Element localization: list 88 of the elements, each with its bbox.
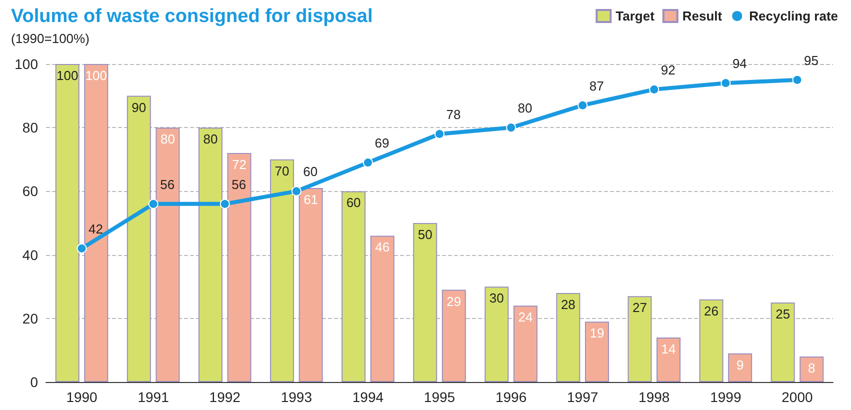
x-tick-label: 1990 xyxy=(66,389,98,405)
data-label: 8 xyxy=(808,360,816,376)
data-label: 80 xyxy=(203,132,218,147)
data-label: 56 xyxy=(160,176,175,192)
bar xyxy=(342,191,366,382)
bar xyxy=(656,337,681,382)
bar xyxy=(584,322,609,382)
data-label: 30 xyxy=(489,290,504,306)
y-tick-label: 60 xyxy=(22,183,38,200)
point xyxy=(792,74,802,85)
bar xyxy=(442,290,466,382)
bar xyxy=(298,188,323,382)
data-label: 80 xyxy=(160,132,175,147)
data-label: 29 xyxy=(446,294,462,309)
data-label: 9 xyxy=(736,357,744,372)
point xyxy=(76,243,87,254)
data-label: 69 xyxy=(374,136,390,151)
bar xyxy=(84,64,108,382)
y-tick-label: 20 xyxy=(22,310,38,326)
data-label: 19 xyxy=(590,326,604,341)
x-tick-label: 1995 xyxy=(424,389,456,405)
data-label: 14 xyxy=(661,341,676,356)
data-label: 56 xyxy=(232,176,246,192)
legend-label: Target xyxy=(616,8,656,24)
data-label: 80 xyxy=(518,100,532,116)
x-tick-label: 1991 xyxy=(138,389,170,405)
x-tick-label: 1996 xyxy=(495,389,527,405)
data-label: 42 xyxy=(88,221,104,236)
data-label: 60 xyxy=(346,195,361,210)
data-label: 78 xyxy=(446,106,461,122)
point xyxy=(362,158,373,168)
y-tick-label: 100 xyxy=(14,56,38,72)
data-label: 26 xyxy=(704,303,719,318)
bar xyxy=(800,356,824,382)
bar xyxy=(413,223,438,382)
data-label: 46 xyxy=(375,240,390,255)
bar xyxy=(699,299,724,382)
x-tick-label: 1999 xyxy=(710,389,742,405)
point xyxy=(506,122,516,133)
bar xyxy=(156,128,180,382)
bar xyxy=(728,353,752,382)
bar xyxy=(556,292,580,382)
y-tick-label: 80 xyxy=(22,120,38,136)
data-label: 24 xyxy=(518,310,533,325)
data-label: 100 xyxy=(56,68,78,83)
bar xyxy=(770,302,795,382)
bar xyxy=(484,286,509,382)
x-tick-label: 1992 xyxy=(209,389,241,405)
x-tick-label: 1994 xyxy=(352,389,384,405)
x-tick-label: 1998 xyxy=(638,389,670,405)
data-label: 100 xyxy=(85,68,108,83)
bar xyxy=(126,96,151,382)
data-label: 28 xyxy=(560,296,576,312)
x-tick-label: 2000 xyxy=(782,389,814,405)
data-label: 70 xyxy=(274,163,290,178)
legend-label: Recycling rate xyxy=(749,8,838,24)
point xyxy=(220,198,230,209)
bar xyxy=(198,128,222,382)
chart-subtitle: (1990=100%) xyxy=(11,31,90,46)
bar xyxy=(370,236,394,382)
bar xyxy=(270,159,294,382)
bar xyxy=(227,153,252,382)
chart-title: Volume of waste consigned for disposal xyxy=(11,6,373,27)
bar xyxy=(55,64,80,382)
point xyxy=(291,186,302,196)
data-label: 25 xyxy=(776,306,790,322)
data-label: 90 xyxy=(132,100,146,115)
point xyxy=(148,198,158,209)
point xyxy=(720,78,731,88)
data-label: 72 xyxy=(232,157,246,172)
x-tick-label: 1997 xyxy=(567,389,598,405)
bar xyxy=(628,296,652,382)
y-tick-label: 40 xyxy=(22,246,38,263)
bar xyxy=(513,306,538,382)
x-tick-label: 1993 xyxy=(280,389,312,405)
data-label: 50 xyxy=(418,227,432,242)
data-label: 94 xyxy=(732,56,747,72)
point xyxy=(434,128,444,139)
data-label: 61 xyxy=(304,192,318,208)
data-label: 87 xyxy=(589,78,604,94)
data-label: 27 xyxy=(632,300,647,316)
y-tick-label: 0 xyxy=(30,374,38,390)
point xyxy=(578,100,588,110)
point xyxy=(649,84,660,94)
data-label: 92 xyxy=(660,62,676,78)
data-label: 95 xyxy=(804,52,818,68)
data-label: 60 xyxy=(303,164,318,180)
legend-label: Result xyxy=(682,8,723,24)
